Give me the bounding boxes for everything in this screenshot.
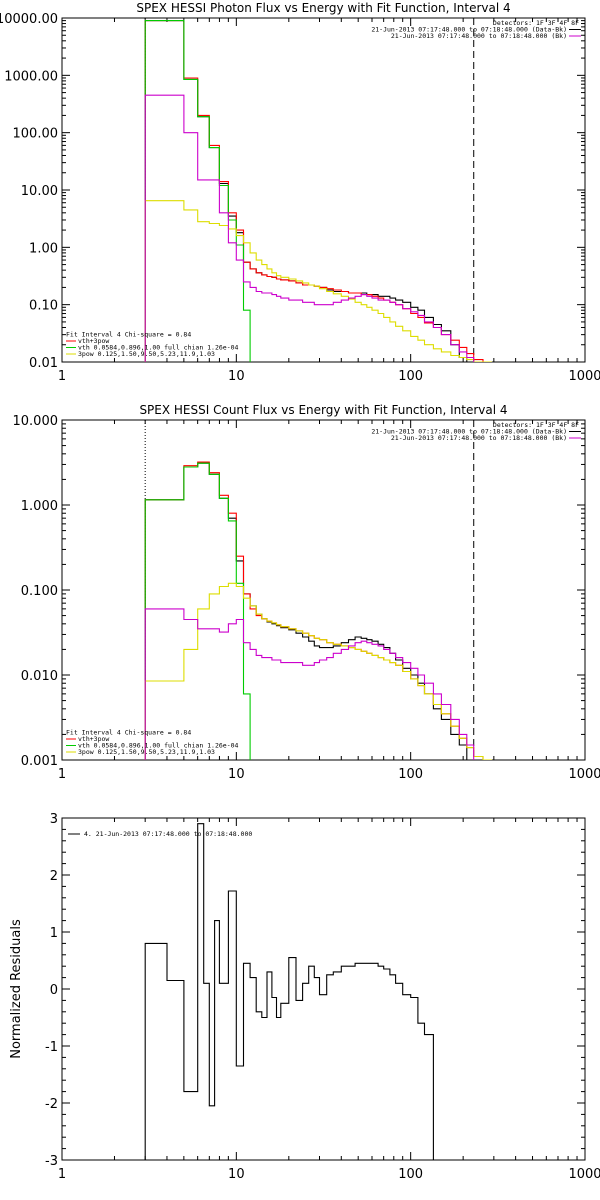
chart-title: SPEX HESSI Photon Flux vs Energy with Fi… xyxy=(136,1,510,15)
x-tick-label: 1 xyxy=(58,1167,66,1182)
y-tick-label: 0.01 xyxy=(29,356,58,371)
y-tick-label: 0.100 xyxy=(21,584,58,599)
series-group xyxy=(144,823,434,1160)
y-tick-label: 3 xyxy=(50,812,58,827)
y-tick-label: 0.10 xyxy=(29,299,58,314)
series-line-3pow xyxy=(144,200,492,362)
x-tick-label: 100 xyxy=(398,369,423,384)
legend-entry: Fit Interval 4 Chi-square = 0.84 xyxy=(66,331,191,339)
x-tick-label: 10 xyxy=(228,767,245,782)
y-tick-label: 10000.00 xyxy=(0,12,58,27)
series-line-data-bk xyxy=(144,20,475,362)
y-tick-label: 1 xyxy=(50,926,58,941)
y-tick-label: -3 xyxy=(45,1154,58,1169)
y-tick-label: 0 xyxy=(50,983,58,998)
series-group xyxy=(144,461,492,760)
x-tick-label: 1000 xyxy=(568,1167,600,1182)
plot-frame xyxy=(61,419,586,761)
chart-1: SPEX HESSI Photon Flux vs Energy with Fi… xyxy=(0,1,600,384)
series-line-residuals xyxy=(144,823,434,1160)
x-tick-label: 100 xyxy=(398,767,423,782)
legend-entry: Fit Interval 4 Chi-square = 0.84 xyxy=(66,729,191,737)
chart-2: SPEX HESSI Count Flux vs Energy with Fit… xyxy=(13,403,600,782)
legend-entry: vth 0.0584,0.896,1.00 full chian 1.26e-0… xyxy=(78,742,239,750)
legend-entry: 21-Jun-2013 07:17:48.000 to 07:18:48.000… xyxy=(391,32,567,40)
legend-entry: 3pow 0.125,1.50,9.50,5.23,11.9,1.03 xyxy=(78,748,215,756)
x-tick-label: 1 xyxy=(58,767,66,782)
legend-entry: 3pow 0.125,1.50,9.50,5.23,11.9,1.03 xyxy=(78,350,215,358)
chart-title: SPEX HESSI Count Flux vs Energy with Fit… xyxy=(139,403,507,417)
x-tick-label: 100 xyxy=(398,1167,423,1182)
chart-3: 1 10 100 1000 -3 -2 -1 0 1 2 3 Normalized Residuals… xyxy=(9,812,600,1182)
legend-entry: Detectors: 1F 3F 4F 8F xyxy=(493,19,579,27)
x-tick-label: 1000 xyxy=(568,767,600,782)
series-line-vth-3pow xyxy=(144,20,492,362)
y-tick-label: 0.001 xyxy=(21,754,58,769)
y-tick-label: 1.000 xyxy=(21,499,58,514)
y-tick-label: -2 xyxy=(45,1097,58,1112)
x-tick-label: 10 xyxy=(228,1167,245,1182)
legend-entry: 21-Jun-2013 07:17:48.000 to 07:18:48.000… xyxy=(371,26,567,34)
y-tick-label: 0.010 xyxy=(21,669,58,684)
legend-entry: Detectors: 1F 3F 4F 8F xyxy=(493,421,579,429)
series-group xyxy=(144,20,492,362)
y-tick-label: 10.000 xyxy=(13,414,59,429)
y-tick-label: 100.00 xyxy=(13,127,59,142)
legend-entry: vth 0.0584,0.896,1.00 full chian 1.26e-0… xyxy=(78,344,239,352)
plot-frame xyxy=(61,817,586,1161)
x-tick-label: 1 xyxy=(58,369,66,384)
legend-entry: 21-Jun-2013 07:17:48.000 to 07:18:48.000… xyxy=(391,434,567,442)
series-line-3pow xyxy=(144,582,492,760)
series-line-vth-3pow xyxy=(144,461,492,760)
series-line-vth xyxy=(144,20,251,362)
y-tick-label: -1 xyxy=(45,1040,58,1055)
y-tick-label: 2 xyxy=(50,869,58,884)
y-axis-label: Normalized Residuals xyxy=(9,919,24,1059)
series-line-data-bk xyxy=(144,462,475,760)
y-tick-label: 1000.00 xyxy=(4,69,58,84)
plot-frame xyxy=(61,17,586,363)
x-tick-label: 10 xyxy=(228,369,245,384)
series-line-vth xyxy=(144,462,251,760)
legend-entry: vth+3pow xyxy=(78,735,109,743)
legend-entry: 4. 21-Jun-2013 07:17:48.000 to 07:18:48.… xyxy=(84,830,252,838)
x-tick-label: 1000 xyxy=(568,369,600,384)
y-tick-label: 1.00 xyxy=(29,241,58,256)
legend-entry: vth+3pow xyxy=(78,337,109,345)
series-line-bk xyxy=(144,94,475,362)
legend-entry: 21-Jun-2013 07:17:48.000 to 07:18:48.000… xyxy=(371,428,567,436)
y-tick-label: 10.00 xyxy=(21,184,58,199)
series-line-bk xyxy=(144,608,475,760)
